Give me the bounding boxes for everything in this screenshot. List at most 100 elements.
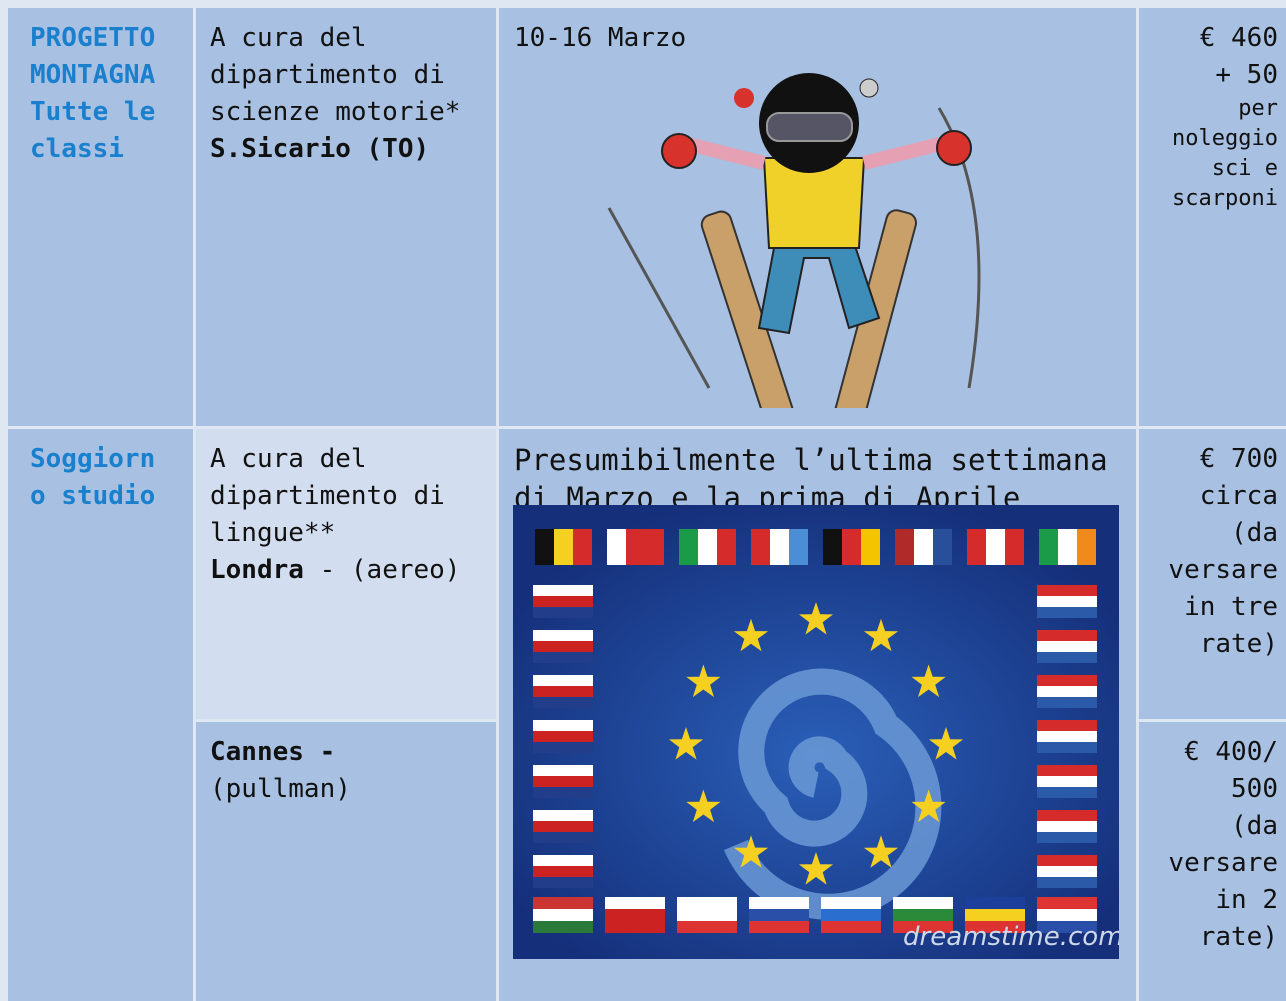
decoration: [533, 697, 593, 708]
eu-flags-image: dreamstime.com: [513, 505, 1119, 959]
decoration: [1037, 821, 1097, 832]
decoration: [605, 909, 665, 921]
cell: € 400/500 (da versare in 2 rate): [1139, 722, 1286, 1001]
decoration: [1037, 697, 1097, 708]
decoration: [1037, 675, 1097, 686]
decoration: [533, 641, 593, 652]
decoration: [1037, 585, 1097, 596]
price-line: in tre: [1184, 592, 1278, 622]
price-line: € 700: [1199, 444, 1278, 474]
price-line: circa: [1199, 481, 1278, 511]
decoration: [607, 529, 626, 565]
decoration: [965, 909, 1025, 921]
decoration: [751, 529, 770, 565]
decoration: [533, 765, 593, 776]
decoration: [911, 789, 946, 823]
decoration: [933, 529, 952, 565]
decoration: [686, 789, 721, 823]
decoration: [798, 602, 834, 635]
project: PROGETTO MONTAGNA Tutte le classi: [30, 23, 156, 164]
decoration: [533, 897, 593, 909]
transport: - (aereo): [303, 555, 461, 585]
price-line: in 2: [1215, 885, 1278, 915]
decoration: [893, 897, 953, 909]
decoration: [770, 529, 789, 565]
decoration: [1037, 641, 1097, 652]
decoration: [533, 585, 593, 596]
decoration: [605, 921, 665, 933]
decoration: [698, 529, 717, 565]
decoration: [893, 921, 953, 933]
decoration: [533, 776, 593, 787]
cell: Presumibilmente l’ultima settimana di Ma…: [499, 429, 1136, 1001]
decoration: [1005, 529, 1024, 565]
decoration: [842, 529, 861, 565]
watermark: dreamstime.com: [903, 922, 1119, 952]
price-line: scarponi: [1172, 186, 1278, 211]
decoration: [1039, 529, 1058, 565]
decoration: [733, 835, 769, 868]
decoration: [535, 529, 554, 565]
decoration: [533, 866, 593, 877]
decoration: [1037, 596, 1097, 607]
decoration: [1037, 810, 1097, 821]
price-line: noleggio: [1172, 126, 1278, 151]
decoration: [533, 832, 593, 843]
decoration: [965, 897, 1025, 909]
decoration: [863, 618, 899, 652]
decoration: [1037, 832, 1097, 843]
decoration: [677, 897, 737, 909]
decoration: [986, 529, 1005, 565]
organizer: A cura del dipartimento di lingue**: [210, 444, 445, 548]
decoration: [533, 855, 593, 866]
decoration: [1037, 909, 1097, 921]
decoration: [533, 821, 593, 832]
decoration: [1037, 921, 1097, 933]
decoration: [928, 727, 964, 760]
price-line: (da: [1231, 518, 1278, 548]
cell: Cannes - (pullman): [196, 722, 496, 1001]
price-line: per: [1238, 96, 1278, 121]
decoration: [679, 529, 698, 565]
decoration: [533, 596, 593, 607]
cell: PROGETTO MONTAGNA Tutte le classi: [8, 8, 193, 426]
decoration: [533, 686, 593, 697]
decoration: [895, 529, 914, 565]
decoration: [1037, 686, 1097, 697]
price-line: (da: [1231, 811, 1278, 841]
decoration: [1037, 607, 1097, 618]
price-line: versare: [1168, 555, 1278, 585]
decoration: [821, 909, 881, 921]
decoration: [533, 877, 593, 888]
price-line: € 400/: [1184, 737, 1278, 767]
place: S.Sicario (TO): [210, 134, 430, 164]
decoration: [533, 787, 593, 798]
decoration: [821, 921, 881, 933]
cell: A cura del dipartimento di scienze motor…: [196, 8, 496, 426]
decoration: [911, 664, 946, 698]
decoration: [1037, 866, 1097, 877]
decoration: [821, 897, 881, 909]
decoration: [1037, 776, 1097, 787]
decoration: [533, 909, 593, 921]
organizer: A cura del dipartimento di scienze motor…: [210, 23, 461, 127]
price-line: € 460: [1199, 23, 1278, 53]
cell: € 460 + 50 per noleggio sci e scarponi: [1139, 8, 1286, 426]
decoration: [677, 909, 737, 921]
decoration: [1037, 630, 1097, 641]
decoration: [533, 675, 593, 686]
decoration: [893, 909, 953, 921]
cell: € 700 circa (da versare in tre rate): [1139, 429, 1286, 719]
decoration: [533, 742, 593, 753]
decoration: [798, 852, 834, 885]
transport: (pullman): [210, 774, 351, 804]
decoration: [749, 921, 809, 933]
decoration: [1037, 765, 1097, 776]
decoration: [573, 529, 592, 565]
decoration: [605, 897, 665, 909]
place: Londra: [210, 555, 304, 585]
decoration: [965, 921, 1025, 933]
decoration: [1037, 897, 1097, 909]
cell: 10-16 Marzo: [499, 8, 1136, 426]
decoration: [533, 720, 593, 731]
